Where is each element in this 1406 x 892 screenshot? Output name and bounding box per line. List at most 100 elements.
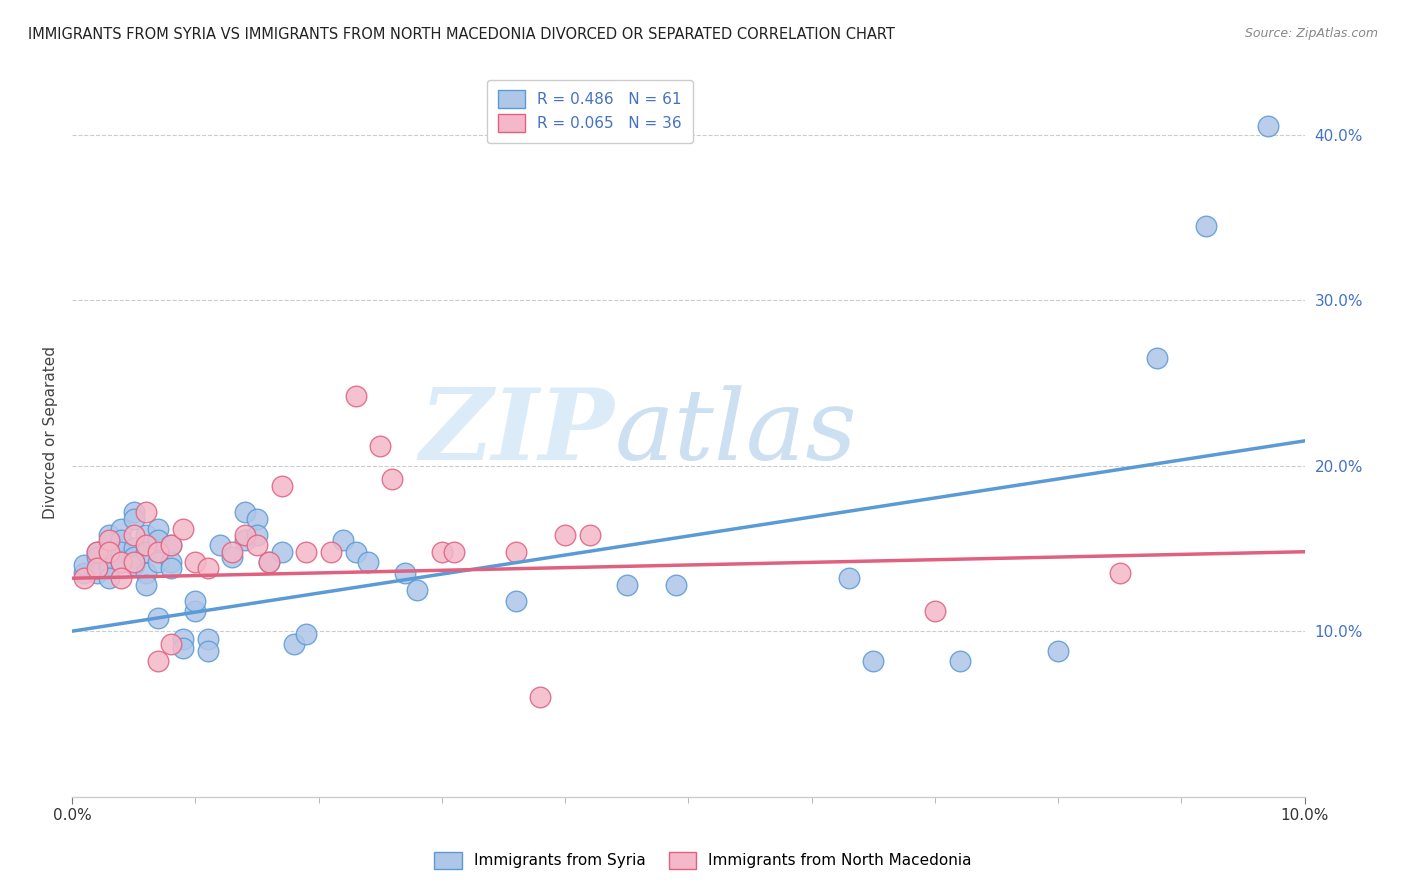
Point — [159, 555, 181, 569]
Point — [233, 533, 256, 548]
Point — [208, 538, 231, 552]
Point — [110, 533, 132, 548]
Point — [172, 522, 194, 536]
Point — [332, 533, 354, 548]
Point — [135, 538, 157, 552]
Point — [159, 561, 181, 575]
Point — [148, 611, 170, 625]
Point — [246, 511, 269, 525]
Point — [98, 561, 121, 575]
Point — [529, 690, 551, 705]
Point — [1257, 120, 1279, 134]
Point — [122, 528, 145, 542]
Point — [86, 561, 108, 575]
Point — [924, 604, 946, 618]
Point — [122, 505, 145, 519]
Point — [148, 522, 170, 536]
Text: atlas: atlas — [614, 385, 858, 480]
Point — [1195, 219, 1218, 233]
Point — [443, 545, 465, 559]
Point — [172, 632, 194, 647]
Point — [406, 582, 429, 597]
Y-axis label: Divorced or Separated: Divorced or Separated — [44, 346, 58, 519]
Point — [1047, 644, 1070, 658]
Point — [135, 545, 157, 559]
Point — [257, 555, 280, 569]
Point — [344, 545, 367, 559]
Point — [1146, 351, 1168, 365]
Point — [110, 545, 132, 559]
Point — [86, 545, 108, 559]
Point — [554, 528, 576, 542]
Point — [98, 533, 121, 548]
Point — [172, 640, 194, 655]
Point — [344, 389, 367, 403]
Point — [122, 541, 145, 556]
Point — [295, 627, 318, 641]
Point — [283, 637, 305, 651]
Point — [98, 549, 121, 564]
Point — [862, 654, 884, 668]
Point — [665, 578, 688, 592]
Point — [148, 545, 170, 559]
Point — [221, 545, 243, 559]
Point — [110, 555, 132, 569]
Point — [135, 578, 157, 592]
Point — [948, 654, 970, 668]
Point — [357, 555, 380, 569]
Point — [98, 571, 121, 585]
Point — [233, 528, 256, 542]
Point — [394, 566, 416, 581]
Text: Source: ZipAtlas.com: Source: ZipAtlas.com — [1244, 27, 1378, 40]
Point — [184, 594, 207, 608]
Point — [159, 637, 181, 651]
Point — [246, 528, 269, 542]
Point — [73, 571, 96, 585]
Point — [246, 538, 269, 552]
Point — [221, 549, 243, 564]
Point — [148, 654, 170, 668]
Point — [135, 505, 157, 519]
Point — [110, 555, 132, 569]
Point — [838, 571, 860, 585]
Point — [368, 439, 391, 453]
Point — [159, 538, 181, 552]
Point — [197, 561, 219, 575]
Point — [197, 644, 219, 658]
Point — [270, 478, 292, 492]
Point — [98, 528, 121, 542]
Point — [578, 528, 600, 542]
Legend: R = 0.486   N = 61, R = 0.065   N = 36: R = 0.486 N = 61, R = 0.065 N = 36 — [486, 79, 693, 143]
Point — [73, 558, 96, 572]
Point — [159, 538, 181, 552]
Point — [505, 545, 527, 559]
Point — [73, 566, 96, 581]
Point — [319, 545, 342, 559]
Point — [110, 571, 132, 585]
Point — [135, 566, 157, 581]
Point — [148, 533, 170, 548]
Point — [98, 545, 121, 559]
Point — [430, 545, 453, 559]
Point — [197, 632, 219, 647]
Legend: Immigrants from Syria, Immigrants from North Macedonia: Immigrants from Syria, Immigrants from N… — [423, 841, 983, 880]
Point — [184, 604, 207, 618]
Text: ZIP: ZIP — [419, 384, 614, 481]
Point — [505, 594, 527, 608]
Point — [98, 538, 121, 552]
Point — [86, 545, 108, 559]
Point — [257, 555, 280, 569]
Point — [295, 545, 318, 559]
Text: IMMIGRANTS FROM SYRIA VS IMMIGRANTS FROM NORTH MACEDONIA DIVORCED OR SEPARATED C: IMMIGRANTS FROM SYRIA VS IMMIGRANTS FROM… — [28, 27, 896, 42]
Point — [381, 472, 404, 486]
Point — [148, 555, 170, 569]
Point — [616, 578, 638, 592]
Point — [86, 566, 108, 581]
Point — [122, 511, 145, 525]
Point — [135, 528, 157, 542]
Point — [110, 522, 132, 536]
Point — [122, 558, 145, 572]
Point — [184, 555, 207, 569]
Point — [122, 549, 145, 564]
Point — [270, 545, 292, 559]
